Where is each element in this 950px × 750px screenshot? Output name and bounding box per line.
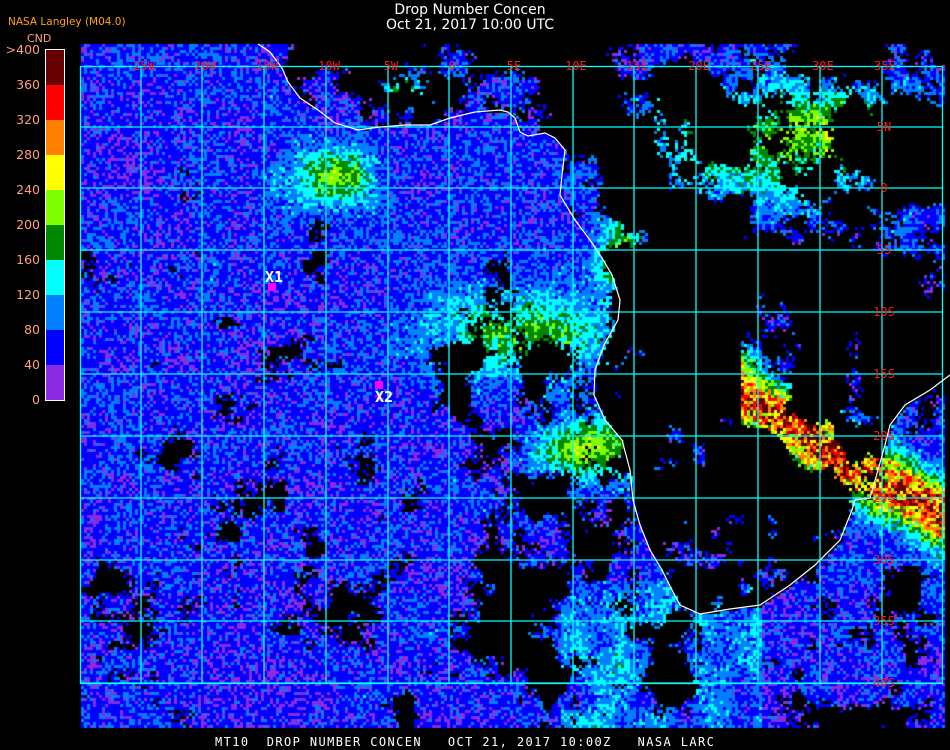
legend-label: >400 [5, 42, 40, 57]
legend-label: 240 [16, 182, 40, 197]
legend-swatch [46, 330, 64, 365]
longitude-label: 0 [448, 59, 456, 73]
longitude-label: 15E [626, 59, 648, 73]
map-datetime: Oct 21, 2017 10:00 UTC [386, 17, 554, 33]
latitude-label: 0 [880, 181, 888, 195]
longitude-label: 35E [874, 59, 896, 73]
latitude-label: 10S [873, 305, 895, 319]
legend-label: 80 [24, 322, 40, 337]
latitude-label: 5S [876, 243, 892, 257]
color-legend [45, 49, 65, 401]
latitude-label: 15S [873, 367, 895, 381]
producer-label: NASA Langley (M04.0) [8, 16, 126, 28]
legend-unit: CND [27, 32, 52, 45]
longitude-label: 25E [750, 59, 772, 73]
legend-label: 360 [16, 77, 40, 92]
map-title: Drop Number Concen [394, 2, 546, 18]
legend-label: 40 [24, 357, 40, 372]
longitude-label: 20W [194, 59, 216, 73]
longitude-label: 30E [812, 59, 834, 73]
longitude-label: 25W [133, 59, 155, 73]
marker-x2-point [375, 381, 383, 389]
legend-label: 200 [16, 217, 40, 232]
legend-swatch [46, 50, 64, 85]
longitude-label: 5E [506, 59, 522, 73]
longitude-label: 5W [383, 59, 399, 73]
latitude-label: 25S [873, 491, 895, 505]
latitude-label: 20S [873, 429, 895, 443]
legend-label: 160 [16, 252, 40, 267]
legend-swatch [46, 295, 64, 330]
latitude-label: 30S [873, 553, 895, 567]
legend-swatch [46, 225, 64, 260]
legend-swatch [46, 120, 64, 155]
longitude-label: 15W [256, 59, 278, 73]
marker-x2-label: X2 [375, 388, 394, 406]
latitude-label: 5N [876, 120, 892, 134]
latitude-label: 40S [873, 676, 895, 690]
legend-label: 280 [16, 147, 40, 162]
legend-label: 0 [32, 392, 40, 407]
footer-caption: MT10 DROP NUMBER CONCEN OCT 21, 2017 10:… [215, 735, 716, 749]
africa-coastline [257, 43, 950, 615]
marker-x1-point [268, 283, 276, 291]
legend-swatch [46, 85, 64, 120]
legend-label: 320 [16, 112, 40, 127]
legend-swatch [46, 190, 64, 225]
legend-label: 120 [16, 287, 40, 302]
legend-swatch [46, 155, 64, 190]
longitude-label: 10E [565, 59, 587, 73]
lat-lon-grid [79, 65, 944, 685]
longitude-label: 10W [318, 59, 340, 73]
legend-swatch [46, 365, 64, 400]
marker-x1-label: X1 [265, 268, 284, 286]
latitude-label: 35S [873, 614, 895, 628]
legend-swatch [46, 260, 64, 295]
longitude-label: 20E [688, 59, 710, 73]
